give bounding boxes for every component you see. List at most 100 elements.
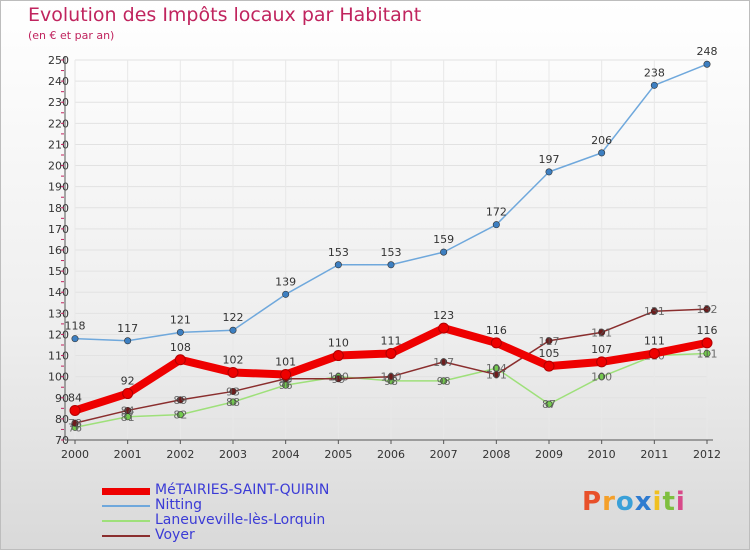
y-tick-label: 250	[48, 54, 69, 67]
y-tick-label: 110	[48, 350, 69, 363]
point-m-tairies-saint-quirin	[174, 354, 186, 366]
data-label-m-tairies-saint-quirin: 105	[539, 347, 560, 360]
data-label-laneuveville-l-s-lorquin: 98	[437, 375, 451, 388]
data-label-nitting: 121	[170, 313, 191, 326]
data-label-laneuveville-l-s-lorquin: 87	[542, 398, 556, 411]
point-voyer	[334, 375, 342, 383]
point-laneuveville-l-s-lorquin	[598, 373, 606, 381]
legend-label-metairies: MéTAIRIES-SAINT-QUIRIN	[155, 482, 330, 498]
point-laneuveville-l-s-lorquin	[440, 377, 448, 385]
logo-letter: o	[615, 487, 635, 517]
point-nitting	[124, 337, 132, 345]
data-label-m-tairies-saint-quirin: 110	[328, 337, 349, 350]
x-tick-label: 2008	[482, 448, 510, 461]
x-tick-label: 2011	[640, 448, 668, 461]
data-label-laneuveville-l-s-lorquin: 98	[384, 375, 398, 388]
data-label-m-tairies-saint-quirin: 108	[170, 341, 191, 354]
data-label-laneuveville-l-s-lorquin: 100	[591, 371, 612, 384]
point-nitting	[650, 81, 658, 89]
data-label-nitting: 153	[328, 246, 349, 259]
point-nitting	[334, 261, 342, 269]
data-label-laneuveville-l-s-lorquin: 96	[279, 379, 293, 392]
point-nitting	[545, 168, 553, 176]
y-tick-label: 100	[48, 371, 69, 384]
point-m-tairies-saint-quirin	[385, 347, 397, 359]
data-label-m-tairies-saint-quirin: 123	[433, 309, 454, 322]
point-voyer	[229, 387, 237, 395]
y-tick-label: 220	[48, 117, 69, 130]
data-label-nitting: 117	[117, 322, 138, 335]
data-label-voyer: 93	[226, 385, 240, 398]
legend-swatch-nitting	[102, 505, 150, 507]
point-voyer	[71, 419, 79, 427]
chart-subtitle: (en € et par an)	[28, 29, 115, 42]
data-label-m-tairies-saint-quirin: 111	[644, 334, 665, 347]
data-label-voyer: 121	[591, 326, 612, 339]
point-m-tairies-saint-quirin	[701, 337, 713, 349]
y-tick-label: 130	[48, 307, 69, 320]
logo-letter: i	[652, 487, 663, 517]
point-m-tairies-saint-quirin	[69, 404, 81, 416]
x-tick-label: 2012	[693, 448, 721, 461]
point-m-tairies-saint-quirin	[490, 337, 502, 349]
point-voyer	[440, 358, 448, 366]
data-label-laneuveville-l-s-lorquin: 76	[68, 421, 82, 434]
point-nitting	[492, 221, 500, 229]
data-label-voyer: 101	[486, 369, 507, 382]
data-label-nitting: 238	[644, 66, 665, 79]
point-nitting	[176, 328, 184, 336]
chart-title: Evolution des Impôts locaux par Habitant	[28, 4, 422, 26]
data-label-laneuveville-l-s-lorquin: 81	[121, 411, 135, 424]
data-label-voyer: 131	[644, 305, 665, 318]
y-tick-label: 190	[48, 181, 69, 194]
data-label-m-tairies-saint-quirin: 101	[275, 356, 296, 369]
y-tick-label: 240	[48, 75, 69, 88]
y-tick-label: 180	[48, 202, 69, 215]
data-label-m-tairies-saint-quirin: 116	[697, 324, 718, 337]
x-tick-label: 2004	[272, 448, 300, 461]
y-tick-label: 210	[48, 138, 69, 151]
legend-label-voyer: Voyer	[155, 527, 195, 543]
point-laneuveville-l-s-lorquin	[176, 411, 184, 419]
point-nitting	[703, 60, 711, 68]
y-tick-label: 150	[48, 265, 69, 278]
x-tick-label: 2003	[219, 448, 247, 461]
point-m-tairies-saint-quirin	[122, 388, 134, 400]
data-label-m-tairies-saint-quirin: 102	[223, 353, 244, 366]
data-label-nitting: 197	[539, 153, 560, 166]
data-label-laneuveville-l-s-lorquin: 111	[697, 347, 718, 360]
point-laneuveville-l-s-lorquin	[545, 400, 553, 408]
point-m-tairies-saint-quirin	[543, 360, 555, 372]
point-voyer	[387, 373, 395, 381]
point-nitting	[282, 290, 290, 298]
point-m-tairies-saint-quirin	[280, 369, 292, 381]
data-label-voyer: 78	[68, 417, 82, 430]
point-m-tairies-saint-quirin	[596, 356, 608, 368]
point-voyer	[492, 371, 500, 379]
data-label-nitting: 122	[223, 311, 244, 324]
x-tick-label: 2006	[377, 448, 405, 461]
data-label-m-tairies-saint-quirin: 111	[381, 334, 402, 347]
x-tick-label: 2005	[324, 448, 352, 461]
data-label-nitting: 118	[65, 320, 86, 333]
logo-letter: P	[582, 487, 603, 517]
point-m-tairies-saint-quirin	[438, 322, 450, 334]
x-tick-label: 2009	[535, 448, 563, 461]
point-laneuveville-l-s-lorquin	[703, 349, 711, 357]
data-label-voyer: 89	[173, 394, 187, 407]
y-tick-label: 160	[48, 244, 69, 257]
y-tick-label: 230	[48, 96, 69, 109]
x-tick-label: 2010	[588, 448, 616, 461]
data-label-m-tairies-saint-quirin: 107	[591, 343, 612, 356]
legend-label-laneuveville: Laneuveville-lès-Lorquin	[155, 512, 326, 528]
logo-letter: r	[602, 487, 616, 517]
data-label-nitting: 139	[275, 275, 296, 288]
data-label-voyer: 100	[381, 371, 402, 384]
legend-swatch-laneuveville	[102, 520, 150, 522]
y-tick-label: 200	[48, 160, 69, 173]
legend-swatch-metairies	[102, 488, 150, 495]
point-nitting	[387, 261, 395, 269]
data-label-nitting: 153	[381, 246, 402, 259]
